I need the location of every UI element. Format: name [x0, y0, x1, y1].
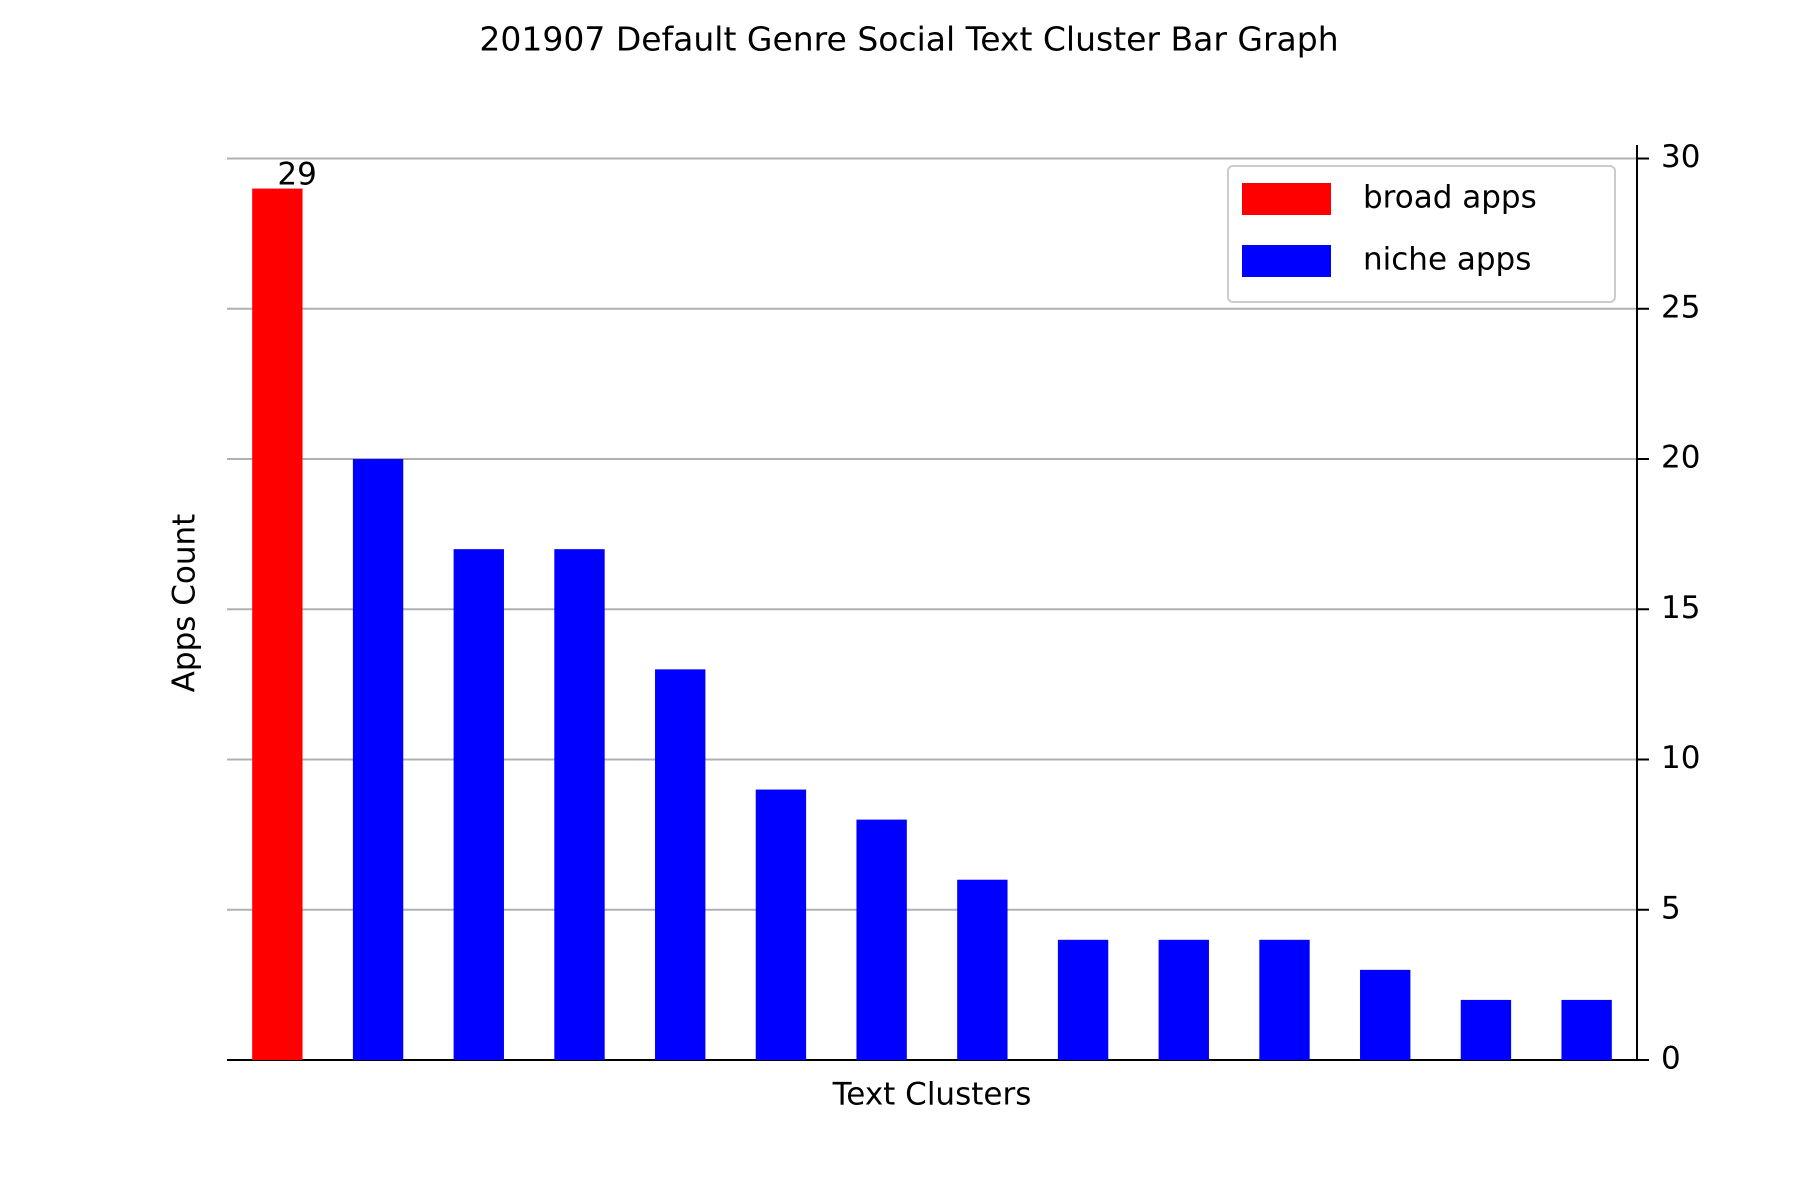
y-tick-label: 20	[1661, 440, 1700, 476]
y-tick-label: 10	[1661, 740, 1700, 776]
legend-swatch	[1242, 183, 1331, 215]
bar	[957, 879, 1008, 1060]
bar	[856, 819, 907, 1060]
bar	[1561, 999, 1612, 1060]
y-axis-label: Apps Count	[167, 514, 203, 693]
bar	[655, 669, 706, 1060]
bar	[1057, 939, 1109, 1060]
y-tick-label: 15	[1661, 590, 1700, 626]
bar	[1360, 969, 1411, 1060]
data-label: 29	[277, 157, 316, 193]
y-tick-label: 0	[1661, 1041, 1681, 1077]
legend-swatch	[1242, 245, 1331, 277]
bar	[1460, 999, 1512, 1060]
bar	[453, 549, 504, 1060]
bar	[352, 459, 404, 1060]
bar	[252, 188, 303, 1061]
legend-label: broad apps	[1363, 180, 1537, 216]
chart-title: 201907 Default Genre Social Text Cluster…	[479, 20, 1338, 59]
x-axis-label: Text Clusters	[832, 1077, 1032, 1113]
y-tick-label: 5	[1661, 890, 1681, 926]
bar	[755, 789, 807, 1060]
bar	[554, 549, 605, 1060]
bar	[1158, 939, 1209, 1060]
legend-label: niche apps	[1363, 242, 1531, 278]
y-tick-label: 30	[1661, 139, 1700, 175]
bar	[1259, 939, 1310, 1060]
y-tick-label: 25	[1661, 289, 1700, 325]
